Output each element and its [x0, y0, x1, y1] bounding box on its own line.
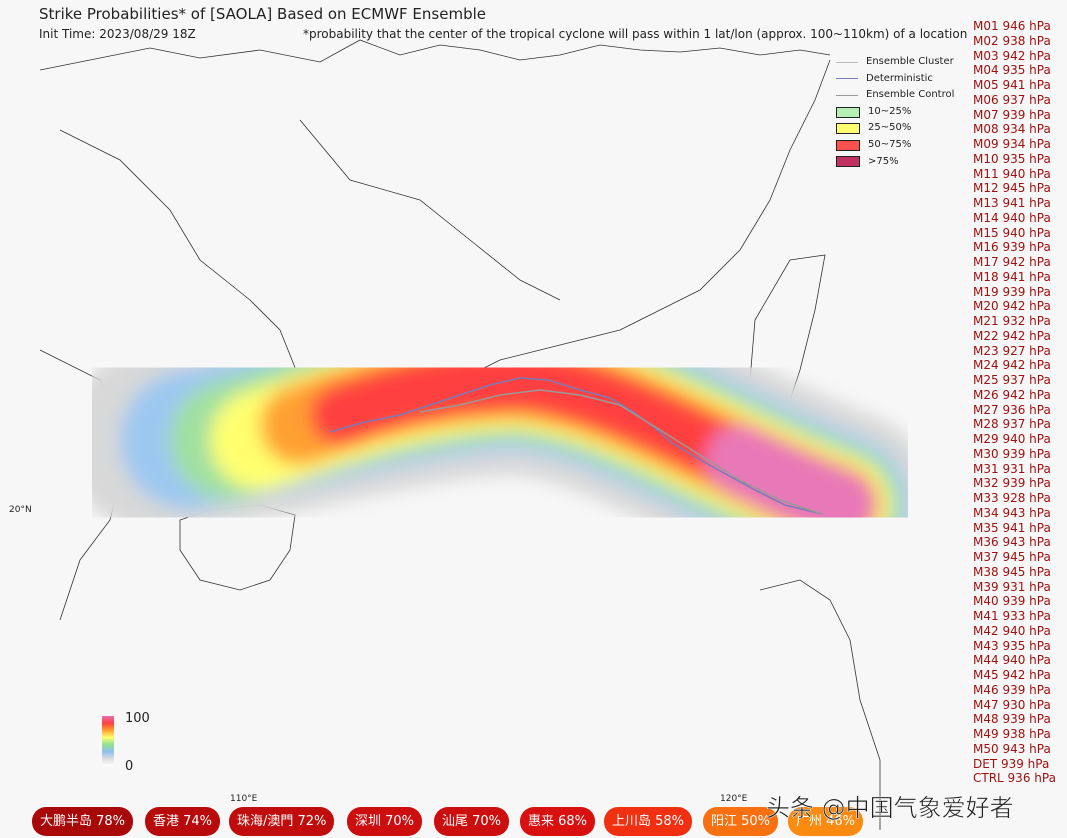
pressure-item: M12 945 hPa: [973, 181, 1051, 196]
legend-swatch: [836, 139, 860, 151]
pressure-item: M33 928 hPa: [973, 491, 1051, 505]
init-time: Init Time: 2023/08/29 18Z: [39, 27, 196, 41]
pressure-item: M17 942 hPa: [973, 255, 1051, 269]
legend-bin: 10~25%: [836, 104, 954, 121]
legend-bin: 50~75%: [836, 137, 954, 154]
pressure-item: M09 934 hPa: [973, 137, 1051, 151]
pressure-item: M43 935 hPa: [973, 638, 1051, 653]
watermark: 头条 @中国气象爱好者: [766, 794, 1014, 823]
city-badge: 珠海/澳門 72%: [229, 807, 335, 836]
pressure-item: M50 943 hPa: [973, 741, 1051, 756]
pressure-item: M42 940 hPa: [973, 623, 1051, 638]
pressure-item: M23 927 hPa: [973, 343, 1051, 358]
pressure-item: M18 941 hPa: [973, 269, 1051, 284]
pressure-item: M37 945 hPa: [973, 550, 1051, 564]
city-badge: 深圳 70%: [347, 807, 423, 836]
pressure-item: M36 943 hPa: [973, 535, 1051, 550]
legend-bin-label: 25~50%: [868, 122, 912, 134]
chart-title: Strike Probabilities* of [SAOLA] Based o…: [39, 5, 486, 23]
pressure-item: M28 937 hPa: [973, 417, 1051, 432]
pressure-item: M35 941 hPa: [973, 520, 1051, 535]
pressure-item: M01 946 hPa: [973, 19, 1051, 33]
pressure-item: M03 942 hPa: [973, 48, 1051, 63]
legend-bin-label: >75%: [868, 155, 899, 167]
city-badge: 上川岛 58%: [604, 807, 693, 836]
pressure-item: DET 939 hPa: [973, 756, 1050, 771]
lon-label-110: 110°E: [230, 794, 258, 804]
colorbar-max: 100: [125, 711, 150, 726]
pressure-item: M13 941 hPa: [973, 196, 1051, 210]
legend-bin-label: 50~75%: [868, 138, 912, 150]
pressure-item: M05 941 hPa: [973, 78, 1051, 92]
city-badge: 广州 46%: [788, 807, 864, 836]
lat-label: 20°N: [9, 505, 32, 515]
pressure-item: M04 935 hPa: [973, 63, 1051, 78]
city-badge: 香港 74%: [145, 807, 221, 836]
legend-bin: >75%: [836, 154, 954, 171]
footnote: *probability that the center of the trop…: [303, 27, 968, 41]
pressure-item: M27 936 hPa: [973, 402, 1051, 417]
pressure-item: M48 939 hPa: [973, 712, 1051, 727]
pressure-item: M10 935 hPa: [973, 151, 1051, 166]
pressure-item: M06 937 hPa: [973, 92, 1051, 107]
pressure-item: M30 939 hPa: [973, 446, 1051, 461]
pressure-item: M44 940 hPa: [973, 653, 1051, 668]
pressure-item: M45 942 hPa: [973, 668, 1051, 682]
legend-control: Ensemble Control: [866, 89, 955, 101]
pressure-item: M24 942 hPa: [973, 358, 1051, 373]
pressure-item: M39 931 hPa: [973, 579, 1051, 594]
lon-label-120: 120°E: [720, 794, 748, 804]
pressure-item: M07 939 hPa: [973, 107, 1051, 122]
pressure-item: M22 942 hPa: [973, 328, 1051, 343]
pressure-item: M49 938 hPa: [973, 727, 1051, 741]
pressure-item: M31 931 hPa: [973, 461, 1051, 476]
city-badge: 汕尾 70%: [434, 807, 510, 836]
pressure-item: M25 937 hPa: [973, 373, 1051, 387]
deterministic-track: [329, 377, 823, 515]
pressure-item: M15 940 hPa: [973, 225, 1051, 240]
pressure-item: M08 934 hPa: [973, 122, 1051, 137]
pressure-item: M20 942 hPa: [973, 299, 1051, 314]
pressure-item: M47 930 hPa: [973, 697, 1051, 712]
pressure-item: M41 933 hPa: [973, 609, 1051, 623]
pressure-item: M02 938 hPa: [973, 33, 1051, 48]
pressure-item: M40 939 hPa: [973, 594, 1051, 609]
pressure-item: M11 940 hPa: [973, 166, 1051, 181]
legend-bin-label: 10~25%: [868, 105, 912, 117]
pressure-item: M46 939 hPa: [973, 682, 1051, 697]
legend-cluster: Ensemble Cluster: [866, 56, 954, 67]
pressure-item: M16 939 hPa: [973, 240, 1051, 255]
legend: Ensemble Cluster Deterministic Ensemble …: [836, 54, 954, 170]
legend-swatch: [836, 123, 860, 135]
legend-swatch: [836, 106, 860, 118]
probability-swath: [65, 284, 935, 600]
pressure-item: M38 945 hPa: [973, 564, 1051, 579]
legend-bin: 25~50%: [836, 120, 954, 137]
pressure-item: M19 939 hPa: [973, 284, 1051, 299]
pressure-item: M32 939 hPa: [973, 476, 1051, 491]
pressure-item: M21 932 hPa: [973, 314, 1051, 328]
control-track: [419, 389, 823, 515]
city-badge: 大鹏半岛 78%: [32, 807, 134, 836]
pressure-item: CTRL 936 hPa: [973, 771, 1056, 786]
colorbar-min: 0: [125, 759, 134, 774]
legend-deterministic: Deterministic: [866, 72, 933, 84]
pressure-item: M29 940 hPa: [973, 432, 1051, 446]
city-badge: 阳江 50%: [703, 807, 779, 836]
city-badge: 惠来 68%: [520, 807, 596, 836]
pressure-item: M34 943 hPa: [973, 505, 1051, 520]
legend-swatch: [836, 156, 860, 168]
pressure-item: M26 942 hPa: [973, 387, 1051, 402]
pressure-item: M14 940 hPa: [973, 210, 1051, 225]
pressure-list: M01 946 hPa M02 938 hPa M03 942 hPa M04 935…: [973, 19, 1056, 786]
colorbar: [102, 716, 114, 766]
